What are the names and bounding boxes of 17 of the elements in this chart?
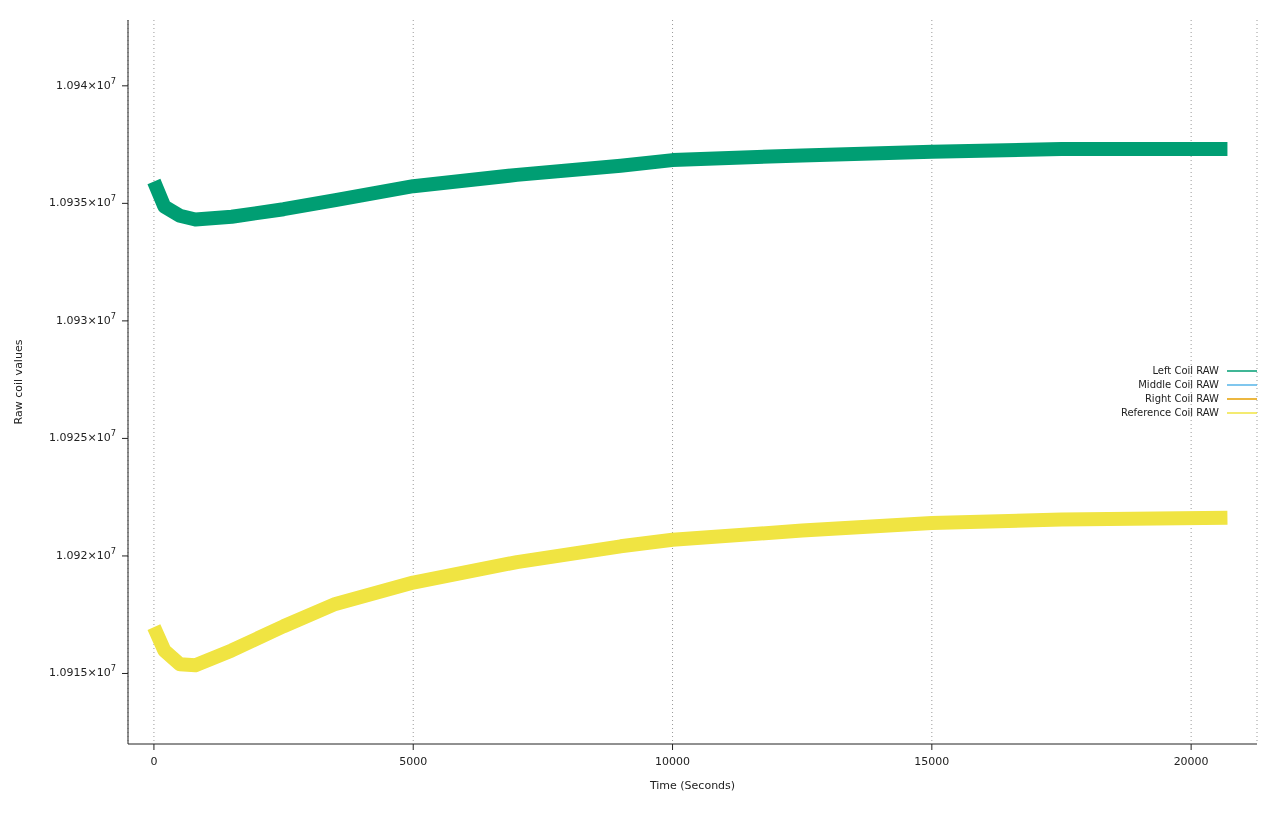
legend-label: Reference Coil RAW xyxy=(1120,407,1220,418)
y-tick-label: 1.094×10$^{7}$ xyxy=(56,75,116,92)
y-tick-label: 1.0935×10$^{7}$ xyxy=(49,192,116,210)
x-tick-label: 20000 xyxy=(1173,755,1209,768)
y-tick-label: 1.0915×10$^{7}$ xyxy=(49,662,116,680)
x-tick-label: 15000 xyxy=(914,755,950,768)
y-tick-label: 1.092×10$^{7}$ xyxy=(56,545,116,562)
legend-label: Middle Coil RAW xyxy=(1138,379,1220,390)
legend-label: Right Coil RAW xyxy=(1144,393,1220,404)
x-axis-title: Time (Seconds) xyxy=(648,779,736,792)
y-tick-label: 1.0925×10$^{7}$ xyxy=(49,427,116,445)
x-tick-label: 5000 xyxy=(399,755,428,768)
x-tick-label: 10000 xyxy=(655,755,691,768)
y-tick-label: 1.093×10$^{7}$ xyxy=(56,310,116,327)
y-axis-title: Raw coil values xyxy=(11,339,25,425)
legend-label: Left Coil RAW xyxy=(1152,365,1220,376)
x-tick-label: 0 xyxy=(150,755,158,768)
